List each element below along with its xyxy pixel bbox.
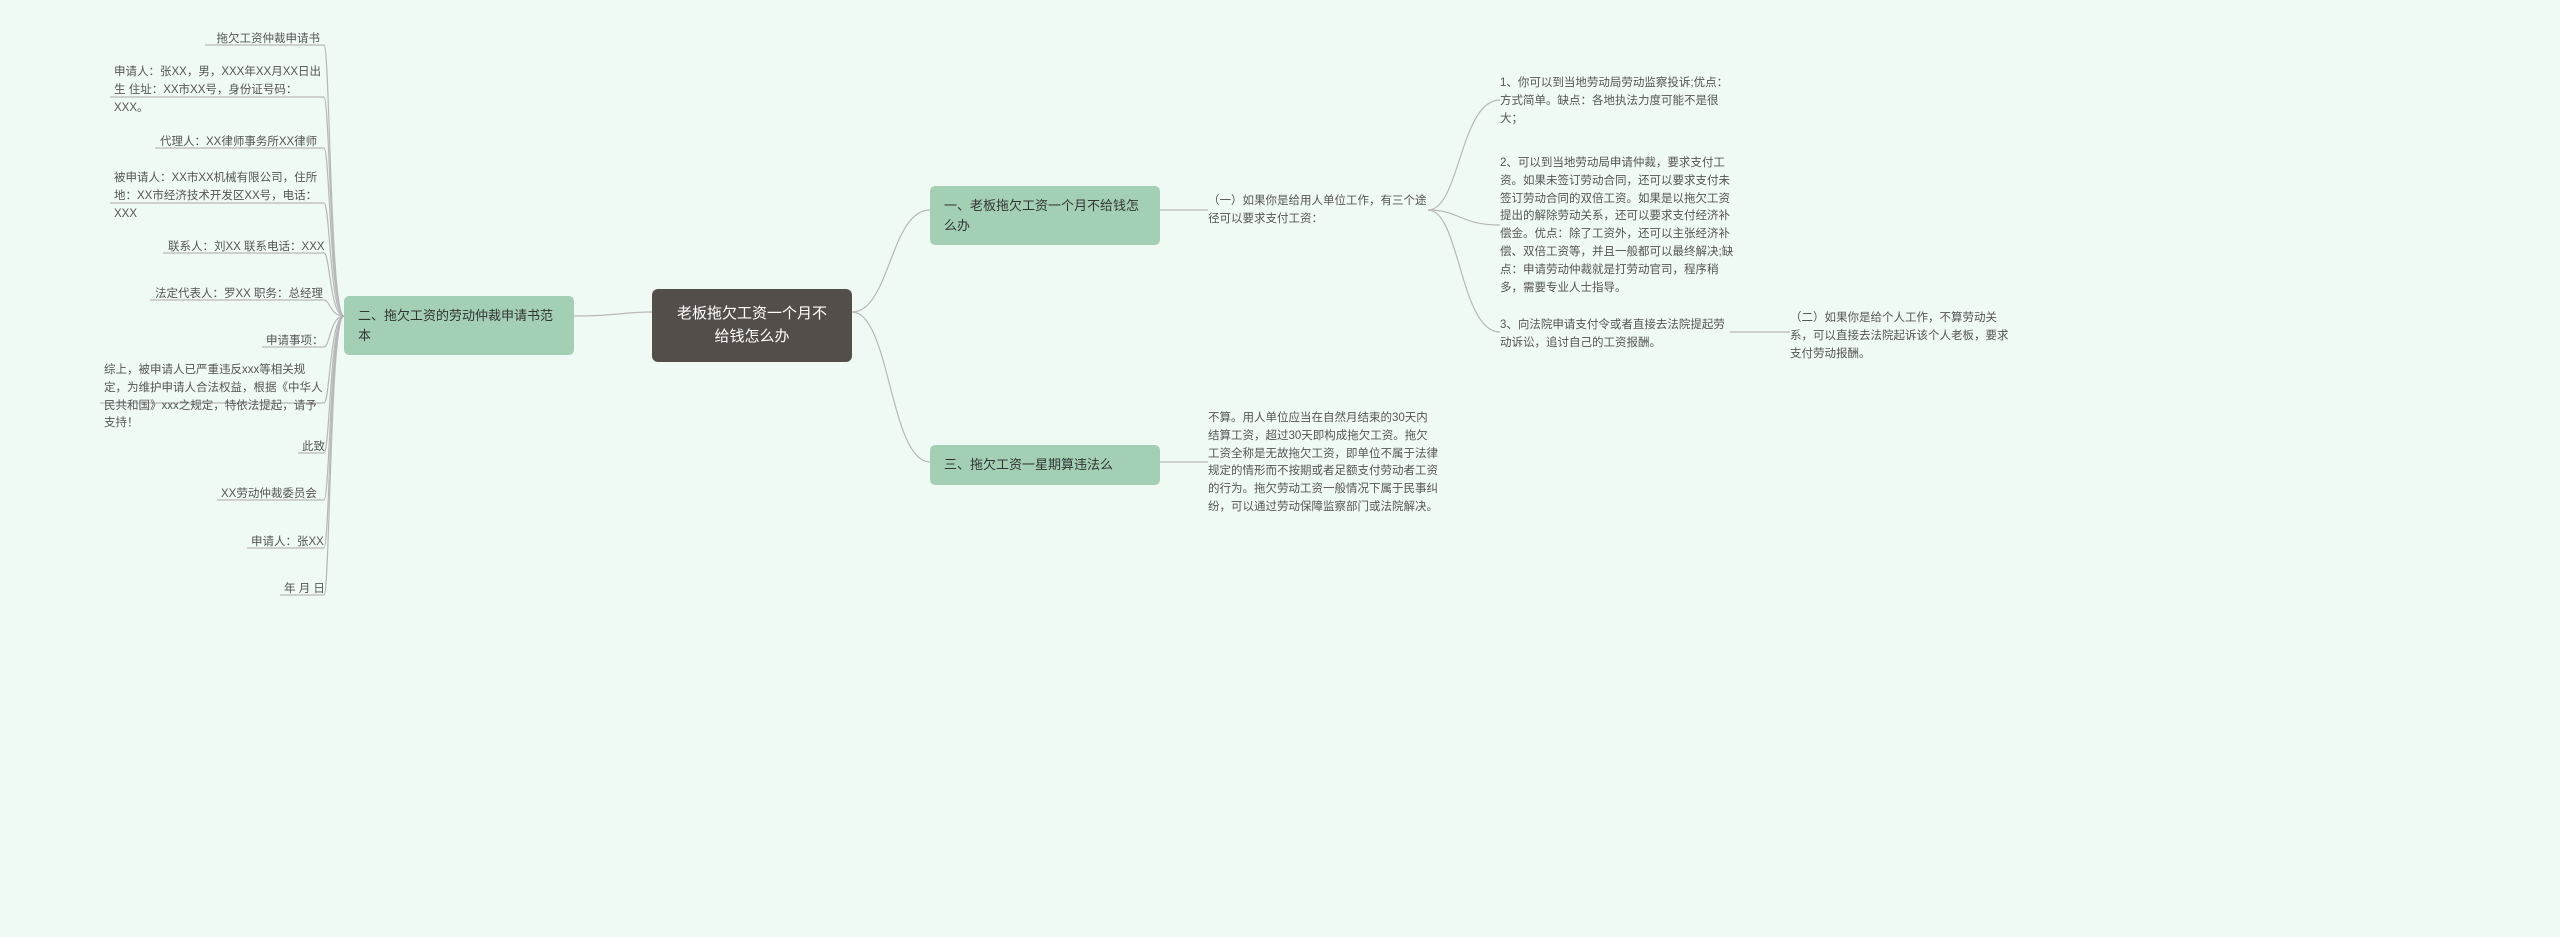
leaf-2-6: 法定代表人：罗XX 职务：总经理 xyxy=(155,286,325,304)
branch-3-leaf: 不算。用人单位应当在自然月结束的30天内结算工资，超过30天即构成拖欠工资。拖欠… xyxy=(1208,410,1438,517)
leaf-1-3-sub: （二）如果你是给个人工作，不算劳动关系，可以直接去法院起诉该个人老板，要求支付劳… xyxy=(1790,310,2010,363)
leaf-2-5: 联系人：刘XX 联系电话：XXX xyxy=(168,239,328,257)
branch-3: 三、拖欠工资一星期算违法么 xyxy=(930,445,1160,485)
branch-2: 二、拖欠工资的劳动仲裁申请书范本 xyxy=(344,296,574,355)
leaf-2-2: 申请人：张XX，男，XXX年XX月XX日出生 住址：XX市XX号，身份证号码：X… xyxy=(114,64,324,117)
leaf-2-8: 综上，被申请人已严重违反xxx等相关规定，为维护申请人合法权益，根据《中华人民共… xyxy=(104,362,324,433)
leaf-2-9: 此致 xyxy=(302,439,332,457)
leaf-2-11: 申请人：张XX xyxy=(251,534,331,552)
branch-1-sub-1: （一）如果你是给用人单位工作，有三个途径可以要求支付工资： xyxy=(1208,193,1428,229)
leaf-2-12: 年 月 日 xyxy=(284,581,329,599)
leaf-2-3: 代理人：XX律师事务所XX律师 xyxy=(160,134,325,152)
root-node: 老板拖欠工资一个月不给钱怎么办 xyxy=(652,289,852,362)
leaf-2-10: XX劳动仲裁委员会 xyxy=(221,486,326,504)
leaf-1-1: 1、你可以到当地劳动局劳动监察投诉;优点：方式简单。缺点：各地执法力度可能不是很… xyxy=(1500,75,1730,128)
leaf-2-4: 被申请人：XX市XX机械有限公司，住所地：XX市经济技术开发区XX号，电话：XX… xyxy=(114,170,324,223)
leaf-1-3: 3、向法院申请支付令或者直接去法院提起劳动诉讼，追讨自己的工资报酬。 xyxy=(1500,317,1730,353)
branch-1: 一、老板拖欠工资一个月不给钱怎么办 xyxy=(930,186,1160,245)
leaf-2-7: 申请事项： xyxy=(266,333,326,351)
leaf-1-2: 2、可以到当地劳动局申请仲裁，要求支付工资。如果未签订劳动合同，还可以要求支付未… xyxy=(1500,155,1740,298)
leaf-2-1: 拖欠工资仲裁申请书 xyxy=(210,31,320,49)
